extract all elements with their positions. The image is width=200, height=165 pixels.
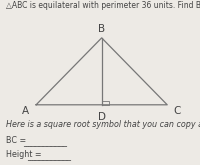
Text: D: D <box>98 112 106 122</box>
Text: A: A <box>22 106 29 116</box>
Text: Height =: Height = <box>6 150 44 159</box>
Text: Here is a square root symbol that you can copy and paste: √: Here is a square root symbol that you ca… <box>6 120 200 129</box>
Text: B: B <box>98 24 105 34</box>
Bar <box>102 101 109 105</box>
Text: C: C <box>173 106 180 116</box>
Text: ___________: ___________ <box>27 152 71 161</box>
Text: ___________: ___________ <box>23 138 67 147</box>
Text: BC =: BC = <box>6 136 29 145</box>
Text: △ABC is equilateral with perimeter 36 units. Find BC and the height.: △ABC is equilateral with perimeter 36 un… <box>6 1 200 10</box>
